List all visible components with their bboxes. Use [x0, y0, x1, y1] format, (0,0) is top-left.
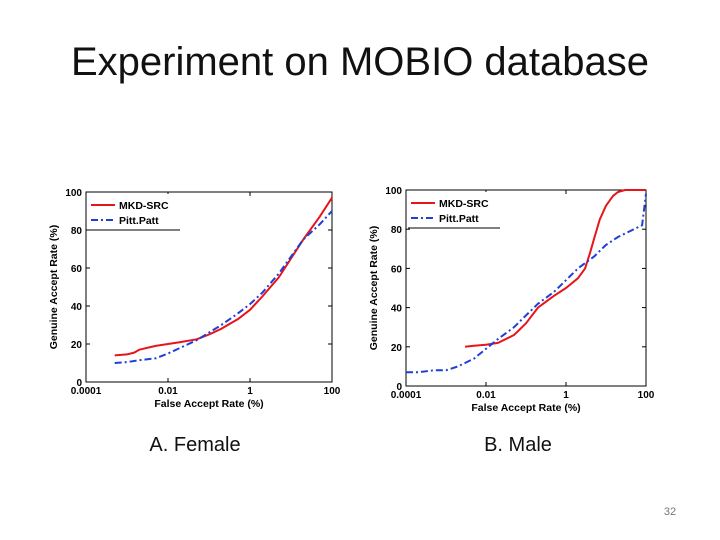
- x-tick-label: 0.0001: [391, 390, 422, 401]
- legend-box: [88, 194, 180, 230]
- x-tick-label: 0.01: [476, 390, 496, 401]
- x-axis-label: False Accept Rate (%): [471, 402, 580, 414]
- x-tick-label: 100: [638, 390, 655, 401]
- slide-title: Experiment on MOBIO database: [70, 40, 650, 84]
- x-axis-label: False Accept Rate (%): [154, 398, 263, 410]
- x-tick-label: 1: [247, 386, 253, 397]
- y-tick-label: 0: [396, 382, 402, 393]
- y-tick-label: 100: [65, 188, 82, 199]
- legend-label: Pitt.Patt: [119, 215, 159, 227]
- y-tick-label: 80: [71, 226, 83, 237]
- chart-female: 0 20 40 60 80 100 0.0001 0.01 1 100 False Accept R…: [48, 188, 341, 410]
- x-tick-label: 1: [563, 390, 569, 401]
- y-tick-label: 60: [71, 264, 83, 275]
- y-tick-label: 0: [76, 378, 82, 389]
- legend-label: MKD-SRC: [439, 198, 489, 210]
- legend-label: MKD-SRC: [119, 200, 169, 212]
- chart-male: 0 20 40 60 80 100 0.0001 0.01 1 100 False Accept R…: [368, 186, 655, 414]
- series-line-pitt-patt: [406, 193, 647, 374]
- y-tick-label: 60: [391, 264, 403, 275]
- x-tick-label: 0.01: [158, 386, 178, 397]
- page-number: 32: [663, 506, 677, 518]
- x-tick-label: 0.0001: [71, 386, 102, 397]
- y-tick-label: 20: [71, 340, 83, 351]
- y-tick-label: 80: [391, 225, 403, 236]
- y-tick-label: 20: [391, 343, 403, 354]
- series-line-mkd-src: [464, 189, 646, 348]
- y-tick-label: 40: [391, 304, 403, 315]
- legend-box: [408, 192, 500, 228]
- caption-male: B. Male: [484, 434, 552, 456]
- y-tick-label: 100: [385, 186, 402, 197]
- series-line-pitt-patt: [114, 210, 333, 364]
- y-tick-label: 40: [71, 302, 83, 313]
- legend-label: Pitt.Patt: [439, 213, 479, 225]
- y-axis-label: Genuine Accept Rate (%): [368, 226, 380, 350]
- caption-female: A. Female: [149, 434, 241, 456]
- y-axis-label: Genuine Accept Rate (%): [48, 225, 60, 349]
- x-tick-label: 100: [324, 386, 341, 397]
